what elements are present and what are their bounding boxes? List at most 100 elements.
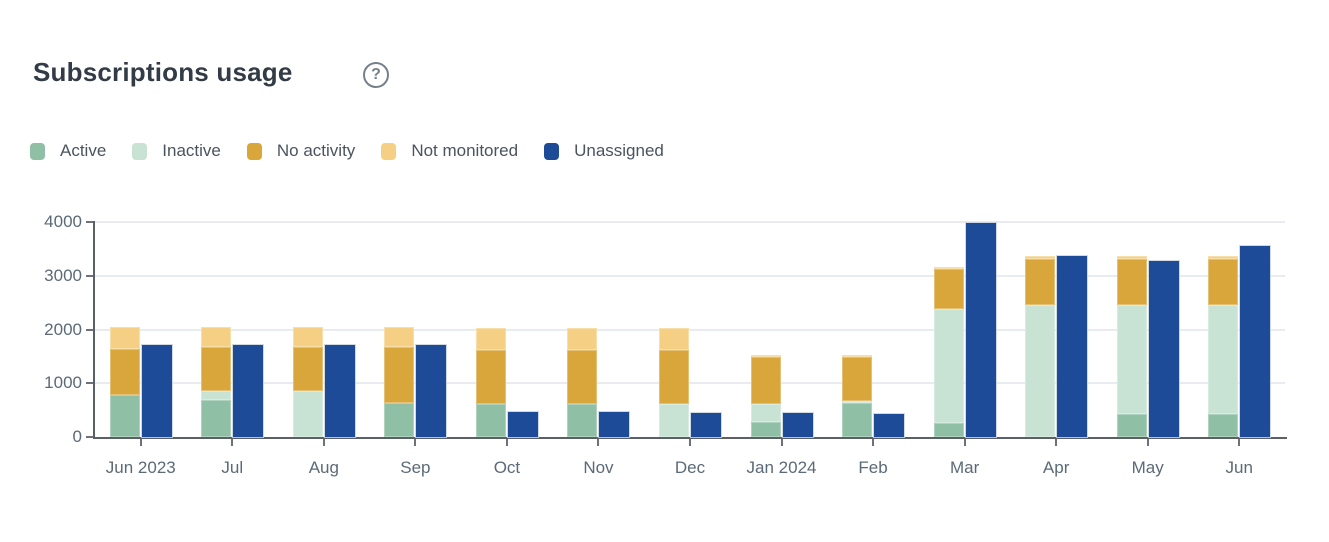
x-axis-tick — [1146, 439, 1149, 446]
bar-not-monitored[interactable] — [384, 326, 415, 347]
bar-no-activity[interactable] — [659, 349, 689, 404]
bar-not-monitored[interactable] — [750, 355, 781, 358]
y-axis-label: 4000 — [44, 212, 82, 231]
bar-unassigned[interactable] — [507, 412, 538, 437]
bar-no-activity[interactable] — [292, 347, 323, 391]
bar-not-monitored[interactable] — [1116, 256, 1147, 260]
legend-swatch-unassigned — [544, 142, 560, 160]
y-axis-label: 3000 — [44, 265, 82, 285]
gridline-1000 — [95, 382, 1285, 385]
bar-no-activity[interactable] — [750, 357, 781, 405]
bar-not-monitored[interactable] — [292, 327, 323, 348]
legend-item-inactive[interactable]: Inactive — [132, 141, 221, 161]
bar-active[interactable] — [933, 423, 964, 437]
bar-unassigned[interactable] — [782, 413, 813, 437]
bar-not-monitored[interactable] — [475, 328, 506, 350]
bar-active[interactable] — [842, 402, 873, 437]
bar-not-monitored[interactable] — [933, 266, 964, 270]
bar-inactive[interactable] — [1025, 305, 1056, 437]
bar-unassigned[interactable] — [324, 344, 355, 437]
bar-inactive[interactable] — [842, 400, 873, 403]
bar-active[interactable] — [475, 404, 506, 437]
x-axis-tick — [597, 439, 600, 446]
x-axis-tick — [780, 439, 783, 446]
bar-not-monitored[interactable] — [659, 328, 689, 350]
x-axis-tick — [689, 439, 691, 446]
bar-not-monitored[interactable] — [1208, 256, 1239, 260]
x-axis-label: Jun — [1225, 458, 1253, 477]
bar-unassigned[interactable] — [874, 413, 905, 437]
legend-item-unassigned[interactable]: Unassigned — [544, 141, 664, 161]
bar-active[interactable] — [1208, 413, 1239, 437]
bar-inactive[interactable] — [659, 403, 689, 437]
bar-not-monitored[interactable] — [1025, 256, 1056, 260]
bar-active[interactable] — [1116, 413, 1147, 437]
x-axis-label: Nov — [583, 458, 614, 477]
bar-unassigned[interactable] — [1057, 255, 1088, 437]
x-axis-label: Apr — [1042, 458, 1070, 477]
bar-inactive[interactable] — [750, 404, 781, 422]
bar-unassigned[interactable] — [691, 413, 721, 437]
gridline-2000 — [95, 328, 1285, 331]
help-icon[interactable]: ? — [363, 62, 389, 88]
y-axis-tick — [86, 436, 93, 438]
legend-swatch-inactive — [132, 142, 148, 160]
bar-active[interactable] — [384, 402, 415, 437]
bar-inactive[interactable] — [201, 390, 232, 400]
legend-label: Not monitored — [411, 141, 519, 160]
bar-unassigned[interactable] — [965, 222, 996, 437]
x-axis-tick — [231, 439, 234, 446]
bar-not-monitored[interactable] — [567, 328, 598, 350]
x-axis-label: Jun 2023 — [105, 458, 176, 477]
bar-active[interactable] — [567, 403, 598, 437]
bar-active[interactable] — [750, 421, 781, 437]
x-axis-tick — [872, 439, 875, 446]
y-axis-label: 1000 — [44, 373, 82, 393]
x-axis-tick — [322, 439, 325, 446]
x-axis-tick — [505, 439, 508, 446]
bar-unassigned[interactable] — [1148, 261, 1179, 437]
x-axis-label: Mar — [949, 458, 980, 477]
bar-no-activity[interactable] — [384, 346, 415, 403]
bar-inactive[interactable] — [1116, 305, 1147, 414]
x-axis-tick — [1055, 439, 1058, 446]
bar-not-monitored[interactable] — [109, 327, 140, 349]
y-axis-line — [93, 221, 95, 439]
bar-active[interactable] — [201, 399, 232, 437]
x-axis-tick — [414, 439, 417, 446]
y-axis-label: 0 — [72, 427, 82, 446]
legend-item-no-activity[interactable]: No activity — [246, 141, 355, 161]
bar-inactive[interactable] — [1208, 305, 1239, 414]
bar-no-activity[interactable] — [1116, 259, 1147, 306]
bar-no-activity[interactable] — [201, 347, 232, 391]
y-axis-label: 2000 — [44, 319, 82, 339]
x-axis-label: Dec — [674, 458, 706, 477]
bar-no-activity[interactable] — [475, 349, 506, 405]
bar-unassigned[interactable] — [599, 412, 630, 437]
x-axis-tick — [139, 439, 142, 446]
bar-no-activity[interactable] — [109, 348, 140, 396]
bar-inactive[interactable] — [292, 390, 323, 437]
bar-no-activity[interactable] — [842, 357, 873, 401]
x-axis-label: May — [1131, 458, 1164, 477]
bar-not-monitored[interactable] — [842, 355, 873, 358]
page-title: Subscriptions usage — [33, 57, 293, 87]
bar-unassigned[interactable] — [141, 344, 172, 437]
legend-item-active[interactable]: Active — [30, 141, 106, 161]
y-axis-tick — [86, 382, 93, 385]
bar-inactive[interactable] — [933, 309, 964, 423]
bar-unassigned[interactable] — [416, 345, 447, 437]
bar-unassigned[interactable] — [1240, 245, 1271, 437]
x-axis-label: Oct — [493, 458, 521, 477]
bar-unassigned[interactable] — [233, 344, 264, 437]
bar-active[interactable] — [109, 395, 140, 437]
bar-no-activity[interactable] — [1208, 259, 1239, 306]
bar-no-activity[interactable] — [567, 349, 598, 404]
legend-swatch-not-monitored — [381, 142, 397, 160]
bar-not-monitored[interactable] — [201, 327, 232, 348]
legend-item-not-monitored[interactable]: Not monitored — [381, 141, 518, 161]
bar-no-activity[interactable] — [1025, 259, 1056, 306]
bar-no-activity[interactable] — [933, 269, 964, 310]
